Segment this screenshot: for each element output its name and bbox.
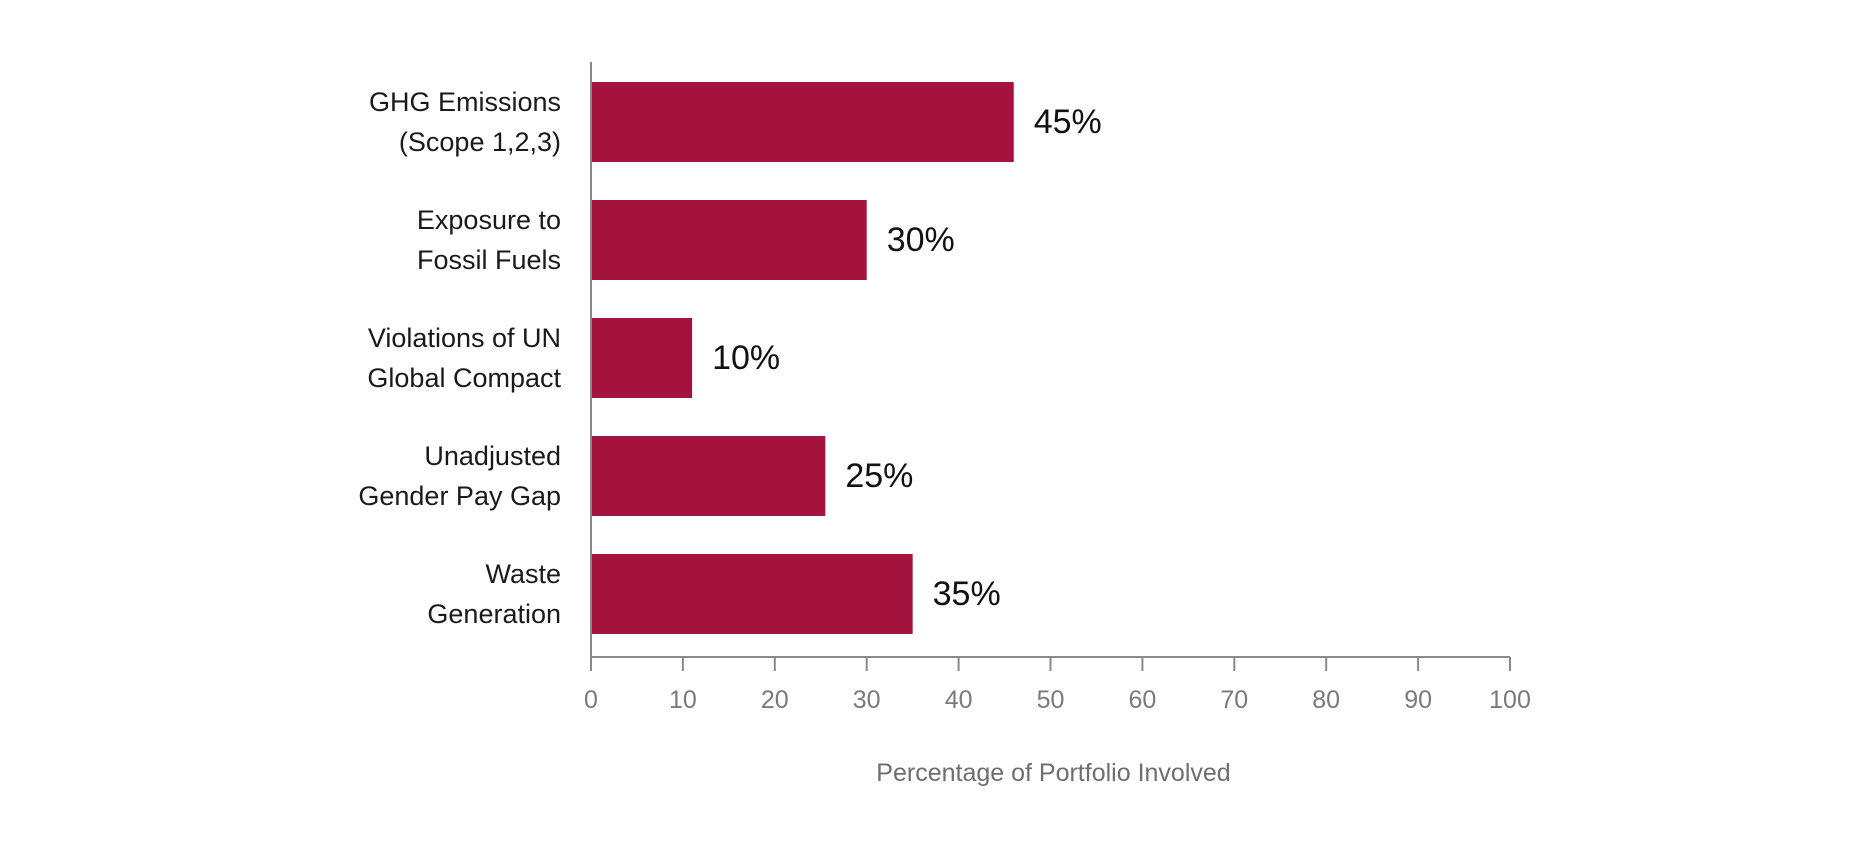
category-label: Unadjusted bbox=[424, 441, 561, 471]
x-axis-title: Percentage of Portfolio Involved bbox=[876, 759, 1230, 787]
value-labels: 45% 30% 10% 25% 35% bbox=[712, 103, 1102, 613]
category-labels: GHG Emissions (Scope 1,2,3) Exposure to Fos… bbox=[358, 87, 561, 629]
x-tick-label: 90 bbox=[1404, 686, 1432, 714]
category-label: GHG Emissions bbox=[369, 87, 561, 117]
value-label: 30% bbox=[887, 221, 955, 259]
category-label: Fossil Fuels bbox=[417, 245, 561, 275]
value-label: 25% bbox=[845, 457, 913, 495]
x-axis-ticks: 0 10 20 30 40 50 60 70 80 90 100 bbox=[584, 657, 1531, 714]
category-label: Waste bbox=[485, 559, 561, 589]
category-label: Exposure to bbox=[417, 205, 561, 235]
x-tick-label: 20 bbox=[761, 686, 789, 714]
x-tick-label: 50 bbox=[1037, 686, 1065, 714]
bar bbox=[591, 200, 867, 280]
value-label: 35% bbox=[933, 575, 1001, 613]
value-label: 10% bbox=[712, 339, 780, 377]
bar bbox=[591, 554, 913, 634]
x-tick-label: 10 bbox=[669, 686, 697, 714]
value-label: 45% bbox=[1034, 103, 1102, 141]
x-tick-label: 0 bbox=[584, 686, 598, 714]
bar bbox=[591, 82, 1014, 162]
category-label: (Scope 1,2,3) bbox=[399, 127, 561, 157]
category-label: Global Compact bbox=[367, 363, 561, 393]
x-tick-label: 80 bbox=[1312, 686, 1340, 714]
x-tick-label: 60 bbox=[1128, 686, 1156, 714]
x-tick-label: 70 bbox=[1220, 686, 1248, 714]
x-tick-label: 40 bbox=[945, 686, 973, 714]
bar bbox=[591, 318, 693, 398]
x-tick-label: 30 bbox=[853, 686, 881, 714]
category-label: Generation bbox=[427, 599, 561, 629]
bars-layer bbox=[591, 82, 1014, 634]
category-label: Violations of UN bbox=[368, 323, 561, 353]
x-tick-label: 100 bbox=[1489, 686, 1531, 714]
category-label: Gender Pay Gap bbox=[358, 481, 561, 511]
bar bbox=[591, 436, 826, 516]
